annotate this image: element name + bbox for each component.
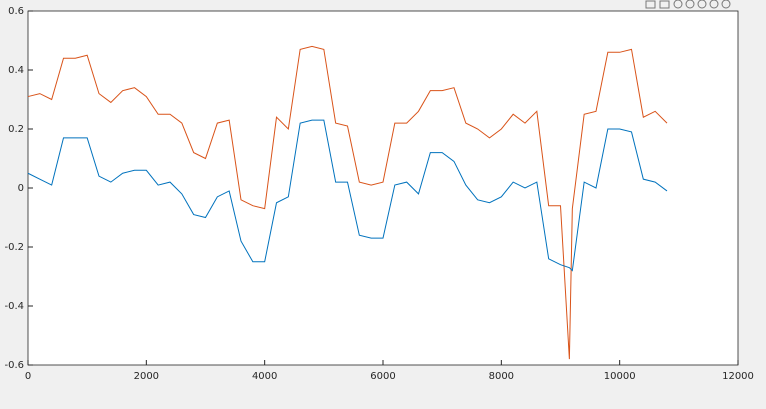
- data-line: [27, 45, 668, 360]
- x-tick-label: 4000: [252, 371, 277, 382]
- x-tick-label: 10000: [604, 371, 636, 382]
- data-line: [27, 119, 668, 272]
- y-tick-label: 0: [18, 183, 24, 194]
- toolbar-button[interactable]: [697, 0, 707, 9]
- toolbar-button[interactable]: [685, 0, 695, 9]
- toolbar-button[interactable]: [709, 0, 719, 9]
- toolbar: [645, 0, 731, 9]
- toolbar-button[interactable]: [721, 0, 731, 9]
- y-tick-label: -0.6: [4, 360, 24, 371]
- toolbar-button[interactable]: [673, 0, 683, 9]
- x-tick-label: 12000: [722, 371, 754, 382]
- plot-area: [27, 10, 739, 366]
- toolbar-button[interactable]: [659, 0, 670, 9]
- x-tick-label: 2000: [134, 371, 159, 382]
- y-tick-label: 0.6: [8, 6, 24, 17]
- y-tick-label: 0.4: [8, 65, 24, 76]
- y-tick-label: 0.2: [8, 124, 24, 135]
- x-tick-label: 0: [25, 371, 31, 382]
- y-tick-label: -0.2: [4, 242, 24, 253]
- toolbar-button[interactable]: [645, 0, 656, 9]
- x-tick-label: 8000: [489, 371, 514, 382]
- y-tick-label: -0.4: [4, 301, 24, 312]
- x-tick-label: 6000: [370, 371, 395, 382]
